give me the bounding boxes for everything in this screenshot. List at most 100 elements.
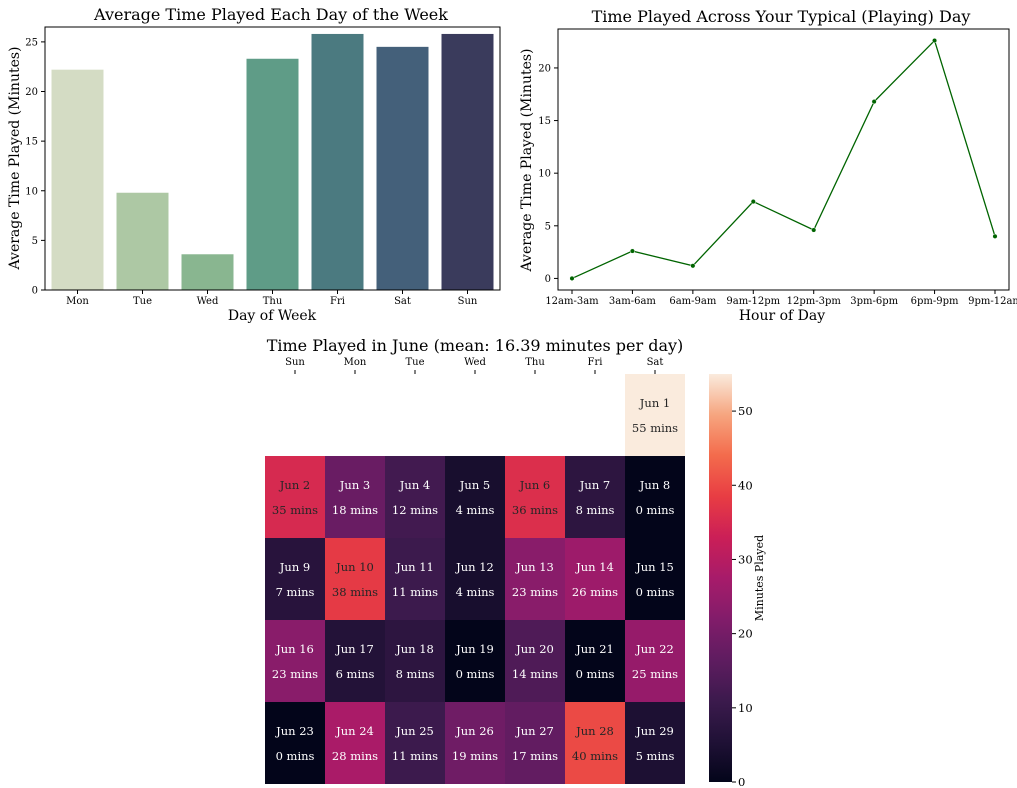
column-label: Fri: [588, 357, 603, 368]
cell-value-label: 23 mins: [512, 585, 558, 599]
cell-date-label: Jun 26: [455, 724, 494, 738]
colorbar-tick-label: 50: [738, 404, 753, 418]
heatmap-cell: [565, 702, 625, 784]
cell-value-label: 4 mins: [456, 503, 495, 517]
bar-chart-frame: [44, 26, 501, 291]
cell-date-label: Jun 2: [279, 478, 310, 492]
heatmap-cell: [265, 620, 325, 702]
heatmap-cell: [625, 374, 685, 456]
data-point: [629, 248, 635, 254]
y-tick-label: 10: [538, 169, 551, 180]
y-tick-label: 25: [25, 37, 38, 48]
cell-value-label: 36 mins: [512, 503, 558, 517]
y-tick-label: 0: [32, 286, 38, 297]
heatmap-cell: [505, 702, 565, 784]
heatmap-cell: [625, 456, 685, 538]
heatmap-title: Time Played in June (mean: 16.39 minutes…: [267, 336, 684, 355]
column-label: Tue: [405, 357, 424, 368]
data-point: [992, 233, 998, 239]
cell-date-label: Jun 27: [515, 724, 554, 738]
cell-date-label: Jun 9: [279, 560, 310, 574]
cell-value-label: 6 mins: [336, 667, 375, 681]
cell-date-label: Jun 11: [395, 560, 434, 574]
cell-value-label: 0 mins: [576, 667, 615, 681]
cell-date-label: Jun 5: [459, 478, 490, 492]
bar-chart-title: Average Time Played Each Day of the Week: [93, 5, 448, 24]
cell-date-label: Jun 28: [575, 724, 614, 738]
line-chart-xlabel: Hour of Day: [739, 308, 825, 324]
heatmap-cell: [265, 702, 325, 784]
x-tick-label: 6pm-9pm: [911, 296, 959, 307]
cell-value-label: 8 mins: [576, 503, 615, 517]
cell-date-label: Jun 18: [395, 642, 434, 656]
x-tick-label: Mon: [66, 296, 89, 307]
bar: [246, 58, 299, 291]
x-tick-label: Wed: [197, 296, 219, 307]
x-tick-label: Tue: [133, 296, 152, 307]
cell-value-label: 5 mins: [636, 749, 675, 763]
colorbar-tick-label: 30: [738, 552, 753, 566]
heatmap-cell: [325, 702, 385, 784]
x-tick-label: 3am-6am: [609, 296, 657, 307]
cell-date-label: Jun 6: [519, 478, 550, 492]
bar: [51, 69, 104, 290]
cell-value-label: 14 mins: [512, 667, 558, 681]
y-tick-label: 15: [538, 116, 551, 127]
heatmap-cell: [445, 456, 505, 538]
colorbar: [709, 374, 732, 782]
heatmap-cell: [625, 620, 685, 702]
hourly-line-chart: Time Played Across Your Typical (Playing…: [519, 7, 1017, 324]
cell-date-label: Jun 21: [575, 642, 614, 656]
x-tick-label: 9am-12pm: [726, 296, 780, 307]
cell-date-label: Jun 22: [635, 642, 674, 656]
bar: [311, 33, 364, 290]
line-chart-title: Time Played Across Your Typical (Playing…: [592, 7, 971, 26]
data-point: [871, 99, 877, 105]
x-tick-label: Fri: [330, 296, 345, 307]
bar-chart-xlabel: Day of Week: [228, 308, 317, 324]
cell-value-label: 26 mins: [572, 585, 618, 599]
bar-chart-ylabel: Average Time Played (Minutes): [7, 46, 23, 270]
cell-value-label: 7 mins: [276, 585, 315, 599]
cell-date-label: Jun 20: [515, 642, 554, 656]
heatmap-cell: [625, 702, 685, 784]
line-chart-ylabel: Average Time Played (Minutes): [519, 48, 535, 272]
heatmap-cell: [385, 702, 445, 784]
cell-value-label: 18 mins: [332, 503, 378, 517]
heatmap-cell: [385, 538, 445, 620]
data-point: [932, 38, 938, 44]
heatmap-cell: [505, 538, 565, 620]
cell-date-label: Jun 16: [275, 642, 314, 656]
cell-date-label: Jun 19: [455, 642, 494, 656]
x-tick-label: 3pm-6pm: [850, 296, 898, 307]
cell-value-label: 8 mins: [396, 667, 435, 681]
x-tick-label: Thu: [263, 296, 283, 307]
data-point: [690, 263, 696, 269]
cell-date-label: Jun 15: [635, 560, 674, 574]
y-tick-label: 10: [25, 186, 38, 197]
colorbar-tick-label: 10: [738, 701, 753, 715]
column-label: Wed: [464, 357, 486, 368]
heatmap-cell: [565, 620, 625, 702]
heatmap-cell: [325, 456, 385, 538]
x-tick-label: 6am-9am: [669, 296, 717, 307]
column-label: Mon: [344, 357, 367, 368]
x-tick-label: Sat: [394, 296, 411, 307]
heatmap-cell: [505, 620, 565, 702]
cell-date-label: Jun 13: [515, 560, 554, 574]
heatmap-cell: [325, 620, 385, 702]
column-label: Sun: [285, 357, 305, 368]
y-tick-label: 20: [25, 87, 38, 98]
june-heatmap: Time Played in June (mean: 16.39 minutes…: [265, 336, 766, 788]
x-tick-label: Sun: [458, 296, 478, 307]
heatmap-cell: [505, 456, 565, 538]
heatmap-cell: [385, 456, 445, 538]
cell-date-label: Jun 24: [335, 724, 374, 738]
cell-date-label: Jun 10: [335, 560, 374, 574]
heatmap-cell: [265, 456, 325, 538]
cell-value-label: 0 mins: [636, 503, 675, 517]
cell-value-label: 11 mins: [392, 749, 438, 763]
data-point: [569, 275, 575, 281]
heatmap-cell: [445, 538, 505, 620]
